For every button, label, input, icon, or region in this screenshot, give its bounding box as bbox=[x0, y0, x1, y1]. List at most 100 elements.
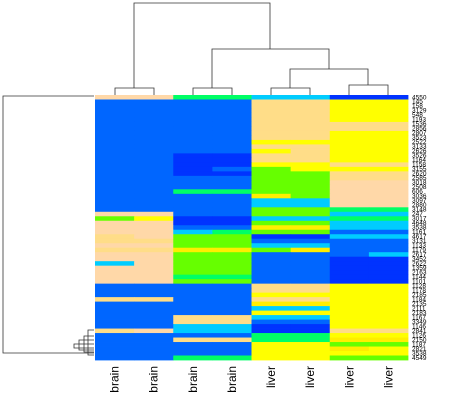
heatmap-cell bbox=[290, 207, 331, 213]
heatmap-cell bbox=[95, 171, 135, 177]
heatmap-cell bbox=[95, 315, 135, 320]
heatmap-cell bbox=[368, 180, 409, 186]
heatmap-cell bbox=[329, 351, 370, 356]
column-dendrogram bbox=[114, 2, 389, 95]
heatmap-cell bbox=[251, 283, 292, 289]
heatmap-cell bbox=[368, 292, 409, 298]
heatmap-cell bbox=[173, 355, 213, 361]
heatmap-cell bbox=[173, 315, 213, 320]
row-label: 3018 bbox=[412, 180, 427, 187]
heatmap-cell bbox=[173, 216, 213, 222]
heatmap-cell bbox=[95, 238, 135, 244]
heatmap-cell bbox=[212, 202, 252, 208]
heatmap-cell bbox=[329, 324, 370, 329]
heatmap-cell bbox=[251, 117, 292, 123]
heatmap-cell bbox=[251, 265, 292, 271]
heatmap-cell bbox=[212, 153, 252, 159]
heatmap-cell bbox=[212, 162, 252, 168]
heatmap-cell bbox=[290, 108, 331, 114]
heatmap-cell bbox=[173, 175, 213, 181]
row-label: 1133 bbox=[412, 242, 426, 249]
row-label: 3526 bbox=[412, 153, 427, 160]
heatmap-cell bbox=[290, 153, 331, 159]
heatmap-cell bbox=[251, 202, 292, 208]
heatmap-cell bbox=[329, 256, 370, 262]
heatmap-cell bbox=[95, 247, 135, 253]
heatmap-cell bbox=[290, 333, 331, 338]
heatmap-cell bbox=[212, 216, 252, 222]
row-label: 2807 bbox=[412, 130, 427, 137]
heatmap-cell bbox=[212, 148, 252, 154]
heatmap-cell bbox=[173, 117, 213, 123]
heatmap-cell bbox=[251, 261, 292, 267]
heatmap-cell bbox=[134, 184, 174, 190]
heatmap-cell bbox=[290, 238, 331, 244]
heatmap-cell bbox=[368, 135, 409, 141]
heatmap-cell bbox=[173, 337, 213, 343]
heatmap-cell bbox=[290, 103, 331, 109]
heatmap-cell bbox=[95, 256, 135, 262]
heatmap-cell bbox=[368, 252, 409, 258]
heatmap-cell bbox=[95, 270, 135, 276]
heatmap-cell bbox=[134, 121, 174, 127]
heatmap-cell bbox=[134, 315, 174, 320]
heatmap-cell bbox=[95, 283, 135, 289]
heatmap-cell bbox=[329, 162, 370, 168]
heatmap-cell bbox=[329, 297, 370, 303]
row-label: 3538 bbox=[412, 225, 427, 232]
heatmap-cell bbox=[134, 95, 174, 100]
heatmap-cell bbox=[134, 171, 174, 177]
heatmap-cell bbox=[368, 351, 409, 356]
heatmap-cell bbox=[173, 144, 213, 150]
heatmap-cell bbox=[251, 279, 292, 285]
heatmap-cell bbox=[95, 166, 135, 172]
heatmap-cell bbox=[368, 229, 409, 235]
heatmap-cell bbox=[368, 328, 409, 334]
row-label: 2622 bbox=[412, 260, 427, 267]
heatmap-cell bbox=[212, 207, 252, 213]
heatmap-cell bbox=[173, 189, 213, 195]
col-dend-root bbox=[133, 2, 271, 88]
heatmap-cell bbox=[329, 265, 370, 271]
heatmap-cell bbox=[95, 135, 135, 141]
heatmap-cell bbox=[95, 148, 135, 154]
heatmap-cell bbox=[251, 333, 292, 338]
heatmap-cell bbox=[251, 103, 292, 109]
heatmap-cell bbox=[134, 220, 174, 226]
heatmap-cell bbox=[290, 216, 331, 222]
heatmap-cell bbox=[290, 225, 331, 231]
heatmap-cell bbox=[212, 243, 252, 249]
heatmap-cell bbox=[134, 270, 174, 276]
row-label: 158 bbox=[412, 103, 423, 110]
heatmap-cell bbox=[173, 126, 213, 132]
heatmap-cell bbox=[134, 319, 174, 325]
heatmap-cell bbox=[290, 292, 331, 298]
heatmap-cell bbox=[173, 130, 213, 136]
heatmap-cell bbox=[290, 202, 331, 208]
heatmap-cell bbox=[95, 193, 135, 199]
heatmap-cell bbox=[134, 135, 174, 141]
heatmap-cell bbox=[368, 346, 409, 352]
heatmap-cell bbox=[329, 95, 370, 100]
heatmap-cell bbox=[95, 139, 135, 145]
heatmap-cell bbox=[251, 216, 292, 222]
heatmap-cell bbox=[290, 144, 331, 150]
heatmap-cell bbox=[212, 306, 252, 311]
heatmap-cell bbox=[212, 193, 252, 199]
heatmap-cell bbox=[251, 297, 292, 303]
heatmap-cell bbox=[329, 216, 370, 222]
heatmap-cell bbox=[212, 315, 252, 320]
heatmap-cell bbox=[329, 153, 370, 159]
heatmap-cell bbox=[212, 220, 252, 226]
heatmap-cell bbox=[290, 346, 331, 352]
heatmap-cell bbox=[95, 310, 135, 316]
heatmap-cell bbox=[329, 301, 370, 307]
heatmap-cell bbox=[95, 144, 135, 150]
heatmap-cell bbox=[173, 148, 213, 154]
heatmap-cell bbox=[290, 234, 331, 240]
heatmap-cell bbox=[251, 135, 292, 141]
heatmap-cell bbox=[251, 324, 292, 329]
heatmap-cell bbox=[212, 346, 252, 352]
col-dend-brain-left bbox=[114, 87, 155, 95]
